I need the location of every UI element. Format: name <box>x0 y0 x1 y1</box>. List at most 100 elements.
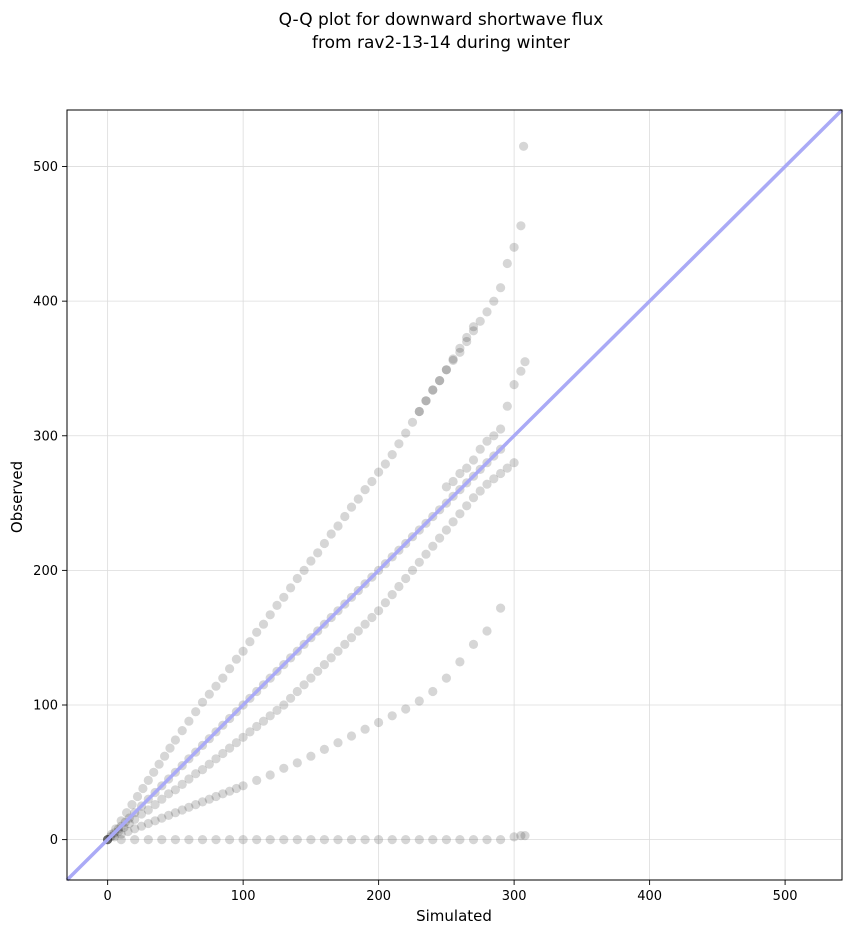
x-tick-label: 100 <box>231 889 256 904</box>
data-point <box>218 748 228 759</box>
data-point <box>387 835 397 845</box>
y-tick-label: 400 <box>33 295 58 310</box>
data-point <box>502 258 512 269</box>
data-point <box>346 835 357 845</box>
data-point <box>211 791 221 802</box>
data-point <box>252 721 262 732</box>
data-point <box>462 463 472 473</box>
data-point <box>475 316 485 326</box>
data-point <box>360 619 370 629</box>
data-point <box>360 485 370 495</box>
data-point <box>116 829 126 839</box>
data-point <box>380 598 390 608</box>
data-point <box>428 541 438 551</box>
data-point <box>475 486 485 496</box>
data-point <box>468 639 479 650</box>
data-point <box>482 835 492 845</box>
data-point <box>225 743 235 753</box>
y-tick-label: 300 <box>33 429 58 444</box>
reference-line <box>65 108 844 882</box>
data-point <box>279 700 289 710</box>
data-point <box>191 707 201 717</box>
data-point <box>245 727 255 737</box>
data-point <box>197 765 208 775</box>
data-point <box>428 686 438 697</box>
data-point <box>441 365 451 375</box>
data-point <box>170 835 180 845</box>
data-point <box>319 538 329 549</box>
data-point <box>306 556 316 566</box>
data-point <box>218 789 228 799</box>
data-point <box>184 774 194 784</box>
data-point <box>313 548 323 558</box>
data-point <box>489 474 499 484</box>
data-point <box>441 482 451 492</box>
data-point <box>441 365 451 375</box>
data-point <box>265 711 275 721</box>
data-point <box>150 816 160 826</box>
data-point <box>407 417 418 427</box>
data-point <box>428 835 438 845</box>
data-point <box>231 654 241 664</box>
data-point <box>475 444 485 454</box>
data-point <box>164 789 174 799</box>
data-point <box>414 835 424 845</box>
data-point <box>367 476 377 487</box>
data-point <box>489 431 499 441</box>
data-point <box>519 141 529 151</box>
data-point <box>401 835 411 845</box>
chart-title-line-1: Q-Q plot for downward shortwave flux <box>279 10 604 30</box>
data-point <box>346 731 357 741</box>
data-point <box>387 711 397 721</box>
data-point <box>116 835 126 845</box>
data-point <box>509 242 519 252</box>
data-point <box>170 785 180 795</box>
data-point <box>252 835 262 845</box>
data-point <box>299 680 309 690</box>
data-point <box>143 775 153 786</box>
data-point <box>482 626 492 636</box>
x-tick-label: 400 <box>637 889 662 904</box>
data-point <box>455 509 465 519</box>
x-tick-label: 300 <box>502 889 527 904</box>
data-point <box>468 455 479 465</box>
data-point <box>143 818 153 829</box>
data-point <box>225 664 235 674</box>
data-point <box>489 296 499 306</box>
y-axis-ticks: 0 100 200 300 400 500 <box>33 160 67 848</box>
data-point <box>154 759 164 769</box>
data-point <box>265 770 275 780</box>
data-point <box>306 751 316 761</box>
data-point <box>164 810 174 821</box>
data-point <box>165 743 175 753</box>
data-point <box>272 705 282 716</box>
y-tick-label: 0 <box>50 833 58 848</box>
data-point <box>319 835 329 845</box>
data-point <box>299 565 309 576</box>
data-point <box>319 660 329 670</box>
data-point <box>306 835 316 845</box>
data-point <box>520 831 530 841</box>
data-point <box>468 322 479 332</box>
y-tick-label: 500 <box>33 160 58 175</box>
data-point <box>516 366 526 376</box>
data-point <box>333 646 343 656</box>
data-point <box>367 612 377 623</box>
data-point <box>132 791 143 802</box>
scatter-points <box>103 141 530 845</box>
data-point <box>238 835 248 845</box>
data-point <box>245 637 255 647</box>
data-point <box>516 831 526 841</box>
data-point <box>130 835 140 845</box>
data-point <box>238 781 248 791</box>
data-point <box>265 610 275 620</box>
data-point <box>482 479 492 489</box>
data-point <box>496 283 506 293</box>
data-point <box>225 786 235 796</box>
data-point <box>441 835 451 845</box>
data-point <box>286 693 296 703</box>
data-point <box>468 835 479 845</box>
data-point <box>286 583 296 593</box>
data-point <box>516 221 526 231</box>
data-point <box>414 696 424 706</box>
